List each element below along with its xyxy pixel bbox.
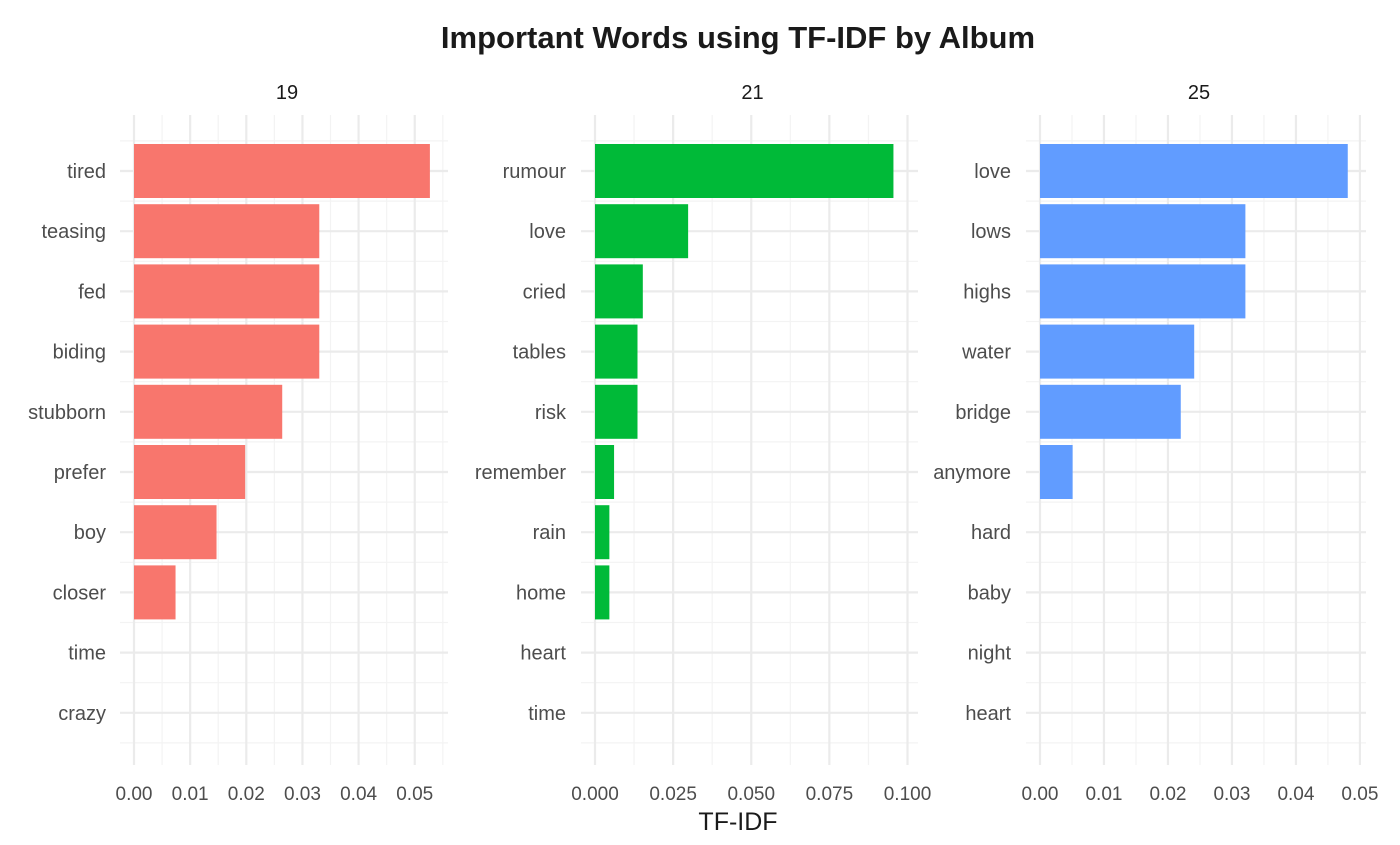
bar-biding	[134, 324, 320, 379]
y-tick-label: love	[529, 221, 566, 243]
y-tick-label: heart	[965, 703, 1011, 725]
y-tick-label: love	[974, 161, 1011, 183]
x-tick-label: 0.00	[116, 784, 153, 805]
bar-fed	[134, 264, 320, 319]
y-tick-label: boy	[74, 522, 106, 544]
bar-risk	[595, 384, 638, 439]
bar-closer	[134, 565, 176, 620]
y-tick-label: tired	[67, 161, 106, 183]
bar-remember	[595, 445, 615, 499]
bar-tired	[134, 144, 430, 198]
y-tick-label: teasing	[42, 221, 107, 243]
bar-stubborn	[134, 384, 283, 439]
facet-panel-25: love lows highs water bridge anymore hard baby n…	[933, 82, 1378, 805]
x-tick-label: 0.04	[340, 784, 377, 805]
y-tick-label: lows	[971, 221, 1011, 243]
x-tick-label: 0.01	[172, 784, 209, 805]
x-tick-label: 0.050	[727, 784, 775, 805]
bar-water	[1040, 324, 1195, 379]
y-tick-label: remember	[475, 462, 566, 484]
x-tick-label: 0.075	[806, 784, 854, 805]
bar-teasing	[134, 204, 320, 259]
x-tick-label: 0.02	[1149, 784, 1186, 805]
y-tick-label: bridge	[955, 402, 1011, 424]
facet-strip-label: 19	[276, 82, 298, 104]
y-tick-label: crazy	[58, 703, 106, 725]
facet-panel-21: rumour love cried tables risk remember rain hom…	[475, 82, 931, 805]
x-tick-label: 0.05	[1341, 784, 1378, 805]
bar-prefer	[134, 445, 246, 499]
y-tick-label: heart	[520, 643, 566, 665]
x-tick-label: 0.000	[571, 784, 619, 805]
x-tick-label: 0.04	[1277, 784, 1314, 805]
y-tick-label: night	[968, 643, 1012, 665]
y-tick-label: water	[961, 342, 1011, 364]
y-tick-label: closer	[53, 582, 107, 604]
x-axis-label: TF-IDF	[698, 808, 777, 836]
bar-tables	[595, 324, 638, 379]
bar-anymore	[1040, 445, 1073, 499]
y-tick-label: tables	[513, 342, 566, 364]
y-tick-label: stubborn	[28, 402, 106, 424]
y-tick-label: prefer	[54, 462, 107, 484]
y-tick-label: biding	[53, 342, 106, 364]
bar-love	[1040, 144, 1348, 198]
y-tick-label: anymore	[933, 462, 1011, 484]
y-tick-label: rain	[533, 522, 566, 544]
bar-bridge	[1040, 384, 1181, 439]
bar-highs	[1040, 264, 1246, 319]
y-tick-label: risk	[535, 402, 567, 424]
x-tick-label: 0.03	[284, 784, 321, 805]
facet-panels: tired teasing fed biding stubborn prefer boy cl…	[28, 82, 1378, 805]
x-tick-label: 0.01	[1085, 784, 1122, 805]
chart-title: Important Words using TF-IDF by Album	[441, 20, 1035, 55]
bar-rain	[595, 505, 610, 560]
y-tick-label: time	[528, 703, 566, 725]
bar-boy	[134, 505, 217, 560]
y-tick-label: fed	[78, 281, 106, 303]
x-tick-label: 0.03	[1213, 784, 1250, 805]
y-tick-label: rumour	[503, 161, 567, 183]
bar-rumour	[595, 144, 894, 198]
x-tick-label: 0.025	[649, 784, 697, 805]
facet-strip-label: 25	[1188, 82, 1210, 104]
bar-cried	[595, 264, 643, 319]
facet-strip-label: 21	[741, 82, 763, 104]
x-tick-label: 0.00	[1022, 784, 1059, 805]
x-tick-label: 0.100	[884, 784, 932, 805]
y-tick-label: time	[68, 643, 106, 665]
y-tick-label: hard	[971, 522, 1011, 544]
y-tick-label: baby	[968, 582, 1011, 604]
y-tick-label: highs	[963, 281, 1011, 303]
bar-lows	[1040, 204, 1246, 259]
bar-home	[595, 565, 610, 620]
bar-love	[595, 204, 689, 259]
y-tick-label: cried	[523, 281, 566, 303]
facet-panel-19: tired teasing fed biding stubborn prefer boy cl…	[28, 82, 448, 805]
y-tick-label: home	[516, 582, 566, 604]
x-tick-label: 0.05	[396, 784, 433, 805]
x-tick-label: 0.02	[228, 784, 265, 805]
